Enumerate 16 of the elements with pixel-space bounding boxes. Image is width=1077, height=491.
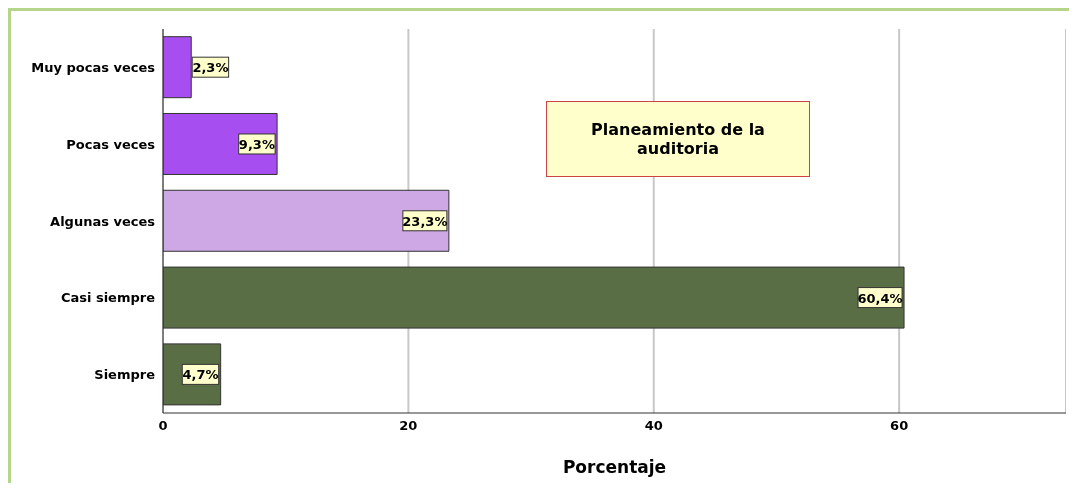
y-tick-label: Algunas veces (50, 213, 156, 229)
x-tick-label: 20 (399, 418, 418, 434)
data-label: 4,7% (182, 367, 219, 383)
data-label: 2,3% (192, 60, 229, 76)
x-tick-label: 40 (644, 418, 663, 434)
x-axis-title: Porcentaje (562, 457, 667, 477)
y-tick-label: Pocas veces (66, 136, 156, 152)
data-label: 9,3% (238, 136, 275, 152)
x-tick-label: 0 (158, 418, 168, 434)
data-label: 60,4% (857, 290, 903, 306)
y-tick-label: Siempre (94, 367, 156, 383)
y-tick-label: Casi siempre (60, 290, 156, 306)
data-label: 23,3% (402, 213, 448, 229)
x-tick-label: 60 (890, 418, 909, 434)
title-box: Planeamiento de la auditoria (546, 101, 810, 177)
y-tick-label: Muy pocas veces (31, 60, 156, 76)
